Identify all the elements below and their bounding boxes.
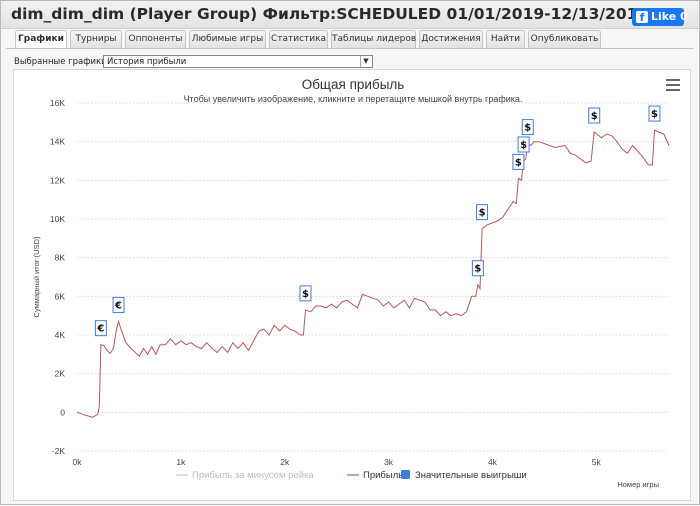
- tab-leaderboards[interactable]: Таблицы лидеров: [331, 30, 416, 48]
- legend: Прибыль за минусом рейка Прибыль Значитель…: [176, 470, 527, 481]
- win-marker-box: [94, 320, 107, 337]
- win-marker-symbol: $: [524, 123, 531, 134]
- tab-favorite-games[interactable]: Любимые игры: [189, 30, 266, 48]
- y-tick-label: 4K: [55, 330, 66, 340]
- significant-win-marker: €: [112, 296, 125, 313]
- graph-select-value: История прибыли: [107, 57, 187, 67]
- y-tick-label: 10K: [50, 214, 65, 224]
- profit-series-line: [76, 129, 670, 418]
- legend-item: Прибыль за минусом рейка: [176, 470, 314, 481]
- significant-win-marker: $: [512, 153, 525, 170]
- legend-item: Прибыль: [347, 470, 403, 481]
- graph-select[interactable]: История прибыли ▼: [103, 55, 373, 68]
- win-marker-symbol: $: [520, 140, 527, 151]
- facebook-icon: f: [636, 11, 648, 24]
- x-tick-label: 2k: [280, 457, 290, 467]
- significant-win-marker: $: [476, 204, 489, 221]
- y-tick-label: 12K: [50, 175, 65, 185]
- win-marker-box: [588, 107, 601, 124]
- significant-win-marker: $: [517, 136, 530, 153]
- tab-search[interactable]: Найти: [486, 30, 525, 48]
- tab-statistics[interactable]: Статистика: [269, 30, 328, 48]
- y-tick-label: 14K: [50, 137, 65, 147]
- legend-label: Прибыль: [363, 470, 403, 481]
- legend-label: Значительные выигрыши: [415, 470, 527, 481]
- legend-swatch: [401, 470, 410, 479]
- win-marker-box: [299, 285, 312, 302]
- tab-opponents[interactable]: Оппоненты: [125, 30, 186, 48]
- like-label: Like 0: [651, 10, 688, 23]
- x-tick-label: 5k: [592, 457, 602, 467]
- win-marker-symbol: $: [591, 111, 598, 122]
- y-tick-label: 2K: [55, 369, 66, 379]
- tab-achievements[interactable]: Достижения: [419, 30, 483, 48]
- chevron-down-icon[interactable]: ▼: [360, 56, 371, 67]
- tab-publish[interactable]: Опубликовать: [528, 30, 601, 48]
- legend-label: Прибыль за минусом рейка: [192, 470, 314, 481]
- y-tick-labels: -2K 0 2K 4K 6K 8K 10K 12K 14K 16K: [50, 98, 65, 456]
- x-tick-label: 4k: [488, 457, 498, 467]
- win-marker-box: [517, 136, 530, 153]
- title-bar: dim_dim_dim (Player Group) Фильтр:SCHEDU…: [1, 1, 699, 29]
- chart-subtitle: Чтобы увеличить изображение, кликните и …: [184, 94, 523, 104]
- win-marker-symbol: €: [96, 324, 104, 335]
- facebook-like-button[interactable]: f Like 0: [632, 8, 688, 26]
- significant-win-marker: $: [588, 107, 601, 124]
- x-tick-label: 0k: [73, 457, 83, 467]
- win-marker-symbol: $: [474, 264, 481, 275]
- significant-win-marker: $: [299, 285, 312, 302]
- win-marker-box: [476, 204, 489, 221]
- y-tick-label: 6K: [55, 291, 66, 301]
- significant-win-marker: $: [648, 105, 661, 122]
- chart-container[interactable]: [13, 69, 691, 501]
- graph-select-label: Выбранные графики:: [14, 57, 110, 67]
- significant-win-markers: € € $ $ $ $ $ $ $ $: [94, 105, 661, 337]
- win-marker-symbol: $: [479, 208, 486, 219]
- legend-item: Значительные выигрыши: [401, 470, 527, 481]
- win-marker-symbol: $: [515, 157, 522, 168]
- x-tick-labels: 0k 1k 2k 3k 4k 5k: [73, 457, 602, 467]
- x-tick-label: 3k: [384, 457, 394, 467]
- tab-tournaments[interactable]: Турниры: [70, 30, 122, 48]
- significant-win-marker: $: [471, 260, 484, 277]
- significant-win-marker: €: [94, 320, 107, 337]
- win-marker-symbol: €: [114, 300, 122, 311]
- win-marker-box: [471, 260, 484, 277]
- tab-graphs[interactable]: Графики: [15, 30, 67, 49]
- tab-divider: [6, 48, 694, 49]
- y-tick-label: 16K: [50, 98, 65, 108]
- y-tick-label: 8K: [55, 253, 66, 263]
- win-marker-box: [521, 119, 534, 136]
- series-lines: [76, 129, 670, 418]
- x-tick-label: 1k: [176, 457, 186, 467]
- window-title: dim_dim_dim (Player Group) Фильтр:SCHEDU…: [11, 5, 649, 23]
- win-marker-box: [648, 105, 661, 122]
- significant-win-marker: $: [521, 119, 534, 136]
- y-axis-label: Суммарный итог (USD): [32, 236, 41, 317]
- x-axis-label: Номер игры: [617, 480, 659, 489]
- win-marker-symbol: $: [651, 109, 658, 120]
- chart-title: Общая прибыль: [302, 77, 405, 92]
- y-tick-label: -2K: [52, 446, 66, 456]
- grid-lines: [77, 102, 669, 452]
- win-marker-symbol: $: [302, 289, 309, 300]
- win-marker-box: [112, 296, 125, 313]
- win-marker-box: [512, 153, 525, 170]
- y-tick-label: 0: [60, 407, 65, 417]
- chart-menu-icon[interactable]: [666, 79, 680, 91]
